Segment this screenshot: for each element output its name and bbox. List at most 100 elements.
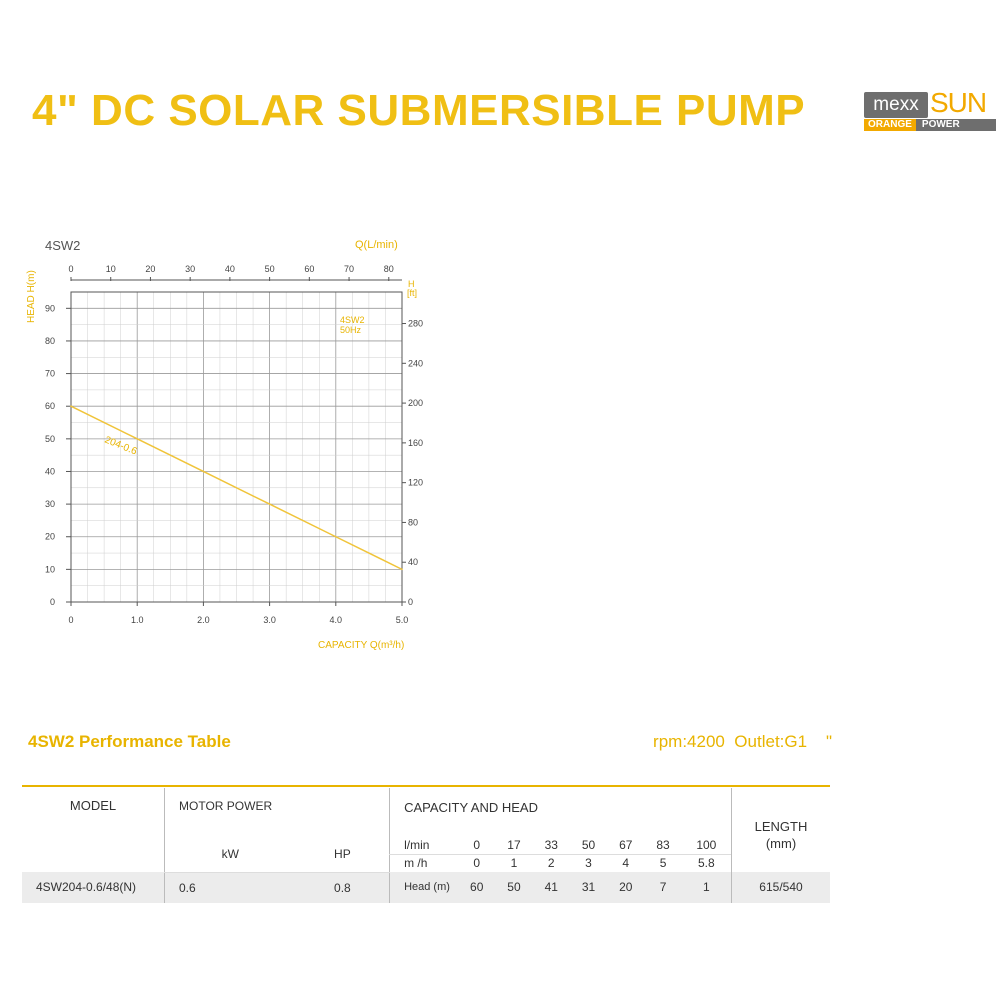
- curve-point: [70, 405, 72, 408]
- lmin-value: 100: [681, 836, 732, 855]
- axis-ticks: 0 10 20 30 40 50 60 70 80 90 0 1.0 2.0 3.0 4.0 5.0 0 10 20…: [45, 264, 423, 625]
- page-title: 4" DC SOLAR SUBMERSIBLE PUMP: [32, 86, 806, 135]
- curve-point: [401, 568, 403, 571]
- m3h-value: 3: [585, 856, 592, 871]
- head-value: 60: [458, 872, 496, 903]
- legend-frequency: 50Hz: [340, 325, 362, 335]
- head-value: 7: [644, 872, 682, 903]
- top-tick-label: 80: [384, 264, 394, 274]
- header-model: MODEL: [69, 798, 117, 813]
- bottom-axis-label: CAPACITY Q(m³/h): [318, 640, 404, 651]
- m3h-value: 2: [547, 856, 555, 871]
- left-axis-label: HEAD H(m): [26, 270, 37, 323]
- header-length-unit: (mm): [765, 836, 797, 851]
- bottom-tick-label: 5.0: [396, 615, 409, 625]
- header-lmin: l/min: [389, 836, 459, 855]
- left-tick-label: 20: [45, 532, 55, 542]
- curve-points: [70, 405, 403, 571]
- right-tick-label: 40: [408, 557, 418, 567]
- left-tick-label: 30: [45, 499, 55, 509]
- right-tick-label: 200: [408, 398, 423, 408]
- logo-tagline: ORANGE POWER: [864, 119, 996, 131]
- m3h-value: 5.8: [697, 856, 715, 871]
- row-length: 615/540: [731, 872, 830, 903]
- logo-orange-text: ORANGE: [864, 119, 916, 131]
- brand-logo: mexx SUN ORANGE POWER: [864, 88, 996, 132]
- header-hp: HP: [295, 836, 390, 873]
- row-model: 4SW204-0.6/48(N): [22, 872, 165, 903]
- right-tick-label: 80: [408, 517, 418, 527]
- header-length: LENGTH (mm): [731, 788, 830, 872]
- top-tick-label: 60: [304, 264, 314, 274]
- lmin-value: 33: [532, 836, 570, 855]
- right-axis-label: H: [408, 279, 415, 289]
- pump-performance-chart: 0 10 20 30 40 50 60 70 80 90 0 1.0 2.0 3.0 4.0 5.0 0 10 20…: [26, 238, 423, 651]
- top-tick-label: 10: [106, 264, 116, 274]
- header-length-label: LENGTH: [754, 819, 808, 834]
- left-tick-label: 40: [45, 466, 55, 476]
- row-hp: 0.8: [295, 872, 390, 903]
- right-axis-unit: [ft]: [407, 288, 417, 298]
- bottom-tick-label: 2.0: [197, 615, 210, 625]
- left-tick-label: 0: [50, 597, 55, 607]
- lmin-value: 83: [644, 836, 682, 855]
- legend-model: 4SW2: [340, 315, 365, 325]
- left-tick-label: 50: [45, 434, 55, 444]
- right-tick-label: 160: [408, 438, 423, 448]
- table-top-rule: [22, 785, 830, 787]
- plot-frame: [70, 291, 403, 603]
- rpm-outlet-info: rpm:4200 Outlet:G1 ": [653, 732, 832, 751]
- curve-point: [335, 535, 337, 538]
- bottom-tick-label: 1.0: [131, 615, 144, 625]
- head-value: 50: [495, 872, 533, 903]
- top-tick-label: 20: [145, 264, 155, 274]
- top-tick-label: 0: [68, 264, 73, 274]
- right-tick-label: 0: [408, 597, 413, 607]
- top-tick-label: 40: [225, 264, 235, 274]
- logo-sun-text: SUN: [930, 87, 987, 118]
- lmin-value: 0: [458, 836, 496, 855]
- chart-model-label: 4SW2: [45, 238, 80, 253]
- head-value: 31: [569, 872, 608, 903]
- m3h-value: 4: [622, 856, 630, 871]
- logo-mexx-text: mexx: [864, 92, 928, 118]
- top-tick-label: 70: [344, 264, 354, 274]
- top-axis-label: Q(L/min): [355, 239, 398, 251]
- top-tick-label: 30: [185, 264, 195, 274]
- left-tick-label: 80: [45, 336, 55, 346]
- header-motor-power: MOTOR POWER: [163, 788, 390, 836]
- right-tick-label: 280: [408, 319, 423, 329]
- m3h-value: 0: [473, 856, 481, 871]
- header-capacity-head: CAPACITY AND HEAD: [389, 788, 732, 836]
- lmin-value: 50: [569, 836, 608, 855]
- left-tick-label: 90: [45, 303, 55, 313]
- performance-curve: [70, 405, 403, 571]
- logo-power-text: POWER: [915, 119, 996, 131]
- curve-point: [136, 438, 138, 440]
- left-tick-label: 70: [45, 369, 55, 379]
- right-tick-label: 120: [408, 478, 423, 488]
- left-tick-label: 60: [45, 401, 55, 411]
- m3h-value: 1: [510, 856, 518, 871]
- head-value: 41: [532, 872, 570, 903]
- curve-point: [202, 470, 205, 473]
- lmin-value: 17: [495, 836, 533, 855]
- performance-table-title: 4SW2 Performance Table: [28, 732, 231, 751]
- header-m3h: m /h: [389, 854, 459, 872]
- head-value: 20: [607, 872, 645, 903]
- row-kw: 0.6: [163, 872, 296, 903]
- top-tick-label: 50: [265, 264, 275, 274]
- bottom-tick-label: 4.0: [330, 615, 343, 625]
- header-kw: kW: [163, 836, 296, 873]
- row-head-label: Head (m): [389, 872, 459, 903]
- left-tick-label: 10: [45, 564, 55, 574]
- bottom-tick-label: 0: [68, 615, 73, 625]
- curve-point: [268, 503, 271, 505]
- performance-table: MODEL MOTOR POWER CAPACITY AND HEAD LENG…: [22, 788, 830, 903]
- lmin-value: 67: [607, 836, 645, 855]
- head-value: 1: [681, 872, 732, 903]
- right-tick-label: 240: [408, 358, 423, 368]
- bottom-tick-label: 3.0: [263, 615, 276, 625]
- m3h-value: 5: [659, 856, 667, 871]
- table-row: 4SW204-0.6/48(N) 0.6 0.8 Head (m) 60 50 …: [22, 872, 830, 903]
